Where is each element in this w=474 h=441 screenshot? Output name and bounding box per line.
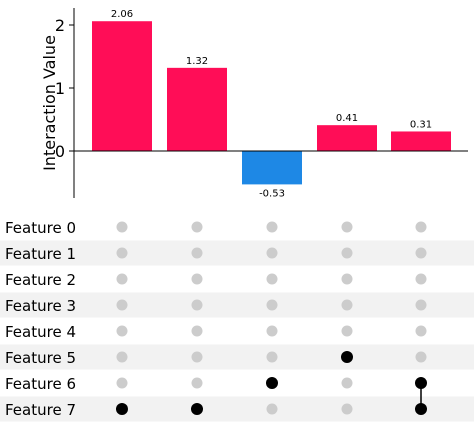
y-axis: 0 1 2 — [55, 8, 75, 198]
inactive-dot — [191, 377, 203, 389]
bar-value-label: 1.32 — [186, 56, 208, 67]
bar — [391, 131, 451, 151]
bar — [242, 151, 302, 185]
feature-label: Feature 2 — [5, 271, 76, 289]
feature-label: Feature 1 — [5, 245, 76, 263]
inactive-dot — [191, 299, 203, 311]
inactive-dot — [266, 273, 278, 285]
inactive-dot — [116, 351, 128, 363]
inactive-dot — [266, 221, 278, 233]
row-stripe — [0, 292, 474, 318]
row-stripe — [0, 396, 474, 422]
inactive-dot — [191, 325, 203, 337]
inactive-dot — [116, 221, 128, 233]
active-dot — [266, 377, 278, 389]
row-stripe — [0, 344, 474, 370]
inactive-dot — [266, 351, 278, 363]
inactive-dot — [116, 247, 128, 259]
feature-dots — [116, 221, 427, 415]
y-tick-label: 0 — [55, 142, 65, 161]
inactive-dot — [191, 247, 203, 259]
inactive-dot — [341, 325, 353, 337]
inactive-dot — [341, 247, 353, 259]
row-stripes — [0, 240, 474, 422]
bar-value-label: 2.06 — [111, 9, 133, 20]
inactive-dot — [341, 273, 353, 285]
inactive-dot — [415, 273, 427, 285]
inactive-dot — [415, 325, 427, 337]
inactive-dot — [266, 325, 278, 337]
feature-label: Feature 6 — [5, 375, 76, 393]
y-tick-label: 1 — [55, 79, 65, 98]
feature-label: Feature 4 — [5, 323, 76, 341]
active-dot — [341, 351, 353, 363]
active-dot — [191, 403, 203, 415]
feature-label: Feature 0 — [5, 219, 76, 237]
inactive-dot — [266, 299, 278, 311]
active-dot — [415, 377, 427, 389]
inactive-dot — [191, 351, 203, 363]
inactive-dot — [415, 351, 427, 363]
feature-label: Feature 3 — [5, 297, 76, 315]
active-dot — [415, 403, 427, 415]
feature-label: Feature 5 — [5, 349, 76, 367]
bar-value-label: -0.53 — [259, 188, 285, 199]
inactive-dot — [266, 247, 278, 259]
active-dot — [116, 403, 128, 415]
inactive-dot — [341, 403, 353, 415]
inactive-dot — [116, 377, 128, 389]
feature-labels: Feature 0 Feature 1 Feature 2 Feature 3 Feat… — [5, 219, 76, 419]
y-tick-label: 2 — [55, 16, 65, 35]
inactive-dot — [191, 273, 203, 285]
inactive-dot — [341, 221, 353, 233]
inactive-dot — [415, 299, 427, 311]
inactive-dot — [116, 273, 128, 285]
inactive-dot — [341, 299, 353, 311]
bar — [92, 21, 152, 151]
inactive-dot — [116, 325, 128, 337]
bar — [317, 125, 377, 151]
inactive-dot — [415, 247, 427, 259]
bars — [92, 21, 451, 185]
y-axis-label: Interaction Value — [40, 35, 59, 171]
value-labels: 2.06 1.32 -0.53 0.41 0.31 — [111, 9, 432, 199]
inactive-dot — [341, 377, 353, 389]
inactive-dot — [191, 221, 203, 233]
inactive-dot — [415, 221, 427, 233]
bar — [167, 67, 227, 151]
inactive-dot — [116, 299, 128, 311]
bar-value-label: 0.41 — [336, 113, 358, 124]
feature-label: Feature 7 — [5, 401, 76, 419]
inactive-dot — [266, 403, 278, 415]
row-stripe — [0, 240, 474, 266]
bar-value-label: 0.31 — [410, 119, 432, 130]
